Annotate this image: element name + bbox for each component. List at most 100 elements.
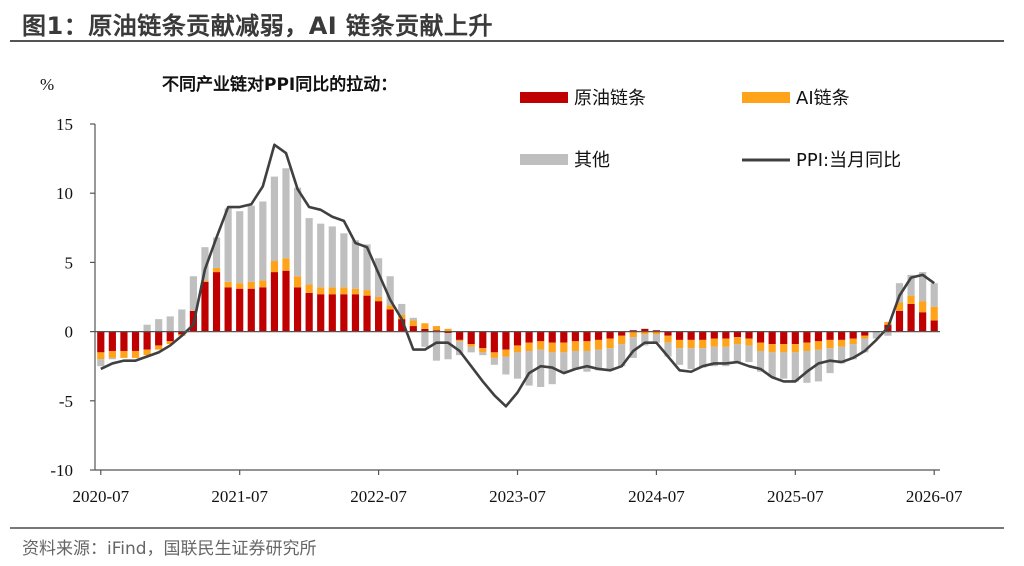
bar-other-2022-12 <box>432 331 441 361</box>
bar-crude-2023-11 <box>560 331 568 343</box>
bar-ai-2021-05 <box>212 267 221 273</box>
bar-ai-2024-05 <box>629 331 637 338</box>
bar-ai-2023-09 <box>537 341 545 350</box>
legend-swatch-other <box>520 154 568 165</box>
bar-other-2025-02 <box>733 344 742 363</box>
legend-label-other: 其他 <box>574 150 610 171</box>
bar-other-2024-04 <box>618 344 626 367</box>
bar-other-2026-05 <box>907 274 915 296</box>
bar-ai-2025-06 <box>780 344 788 353</box>
bar-other-2025-04 <box>756 350 765 372</box>
bar-ai-2020-12 <box>155 345 163 350</box>
bar-other-2023-01 <box>444 332 452 360</box>
bar-crude-2021-09 <box>259 287 267 332</box>
bar-crude-2024-04 <box>618 331 626 336</box>
bar-other-2024-11 <box>699 348 707 368</box>
bar-ai-2021-12 <box>293 276 302 288</box>
bar-crude-2025-01 <box>722 331 730 339</box>
bar-crude-2025-04 <box>756 331 765 343</box>
bar-other-2024-06 <box>641 334 649 346</box>
bar-series <box>97 168 938 387</box>
bar-crude-2022-03 <box>328 294 336 332</box>
bar-crude-2025-02 <box>733 331 742 338</box>
bar-ai-2024-12 <box>710 338 718 347</box>
line-series <box>100 143 935 408</box>
bar-other-2022-02 <box>317 223 325 288</box>
bar-crude-2021-12 <box>293 287 302 332</box>
chart-subtitle: 不同产业链对PPI同比的拉动： <box>162 74 397 95</box>
bar-other-2024-12 <box>710 346 718 367</box>
bar-other-2025-06 <box>780 352 788 379</box>
title-divider <box>10 40 1004 42</box>
bar-crude-2022-04 <box>340 294 348 332</box>
bar-ai-2022-12 <box>432 326 441 331</box>
line-ppi-yoy <box>100 143 935 408</box>
bar-ai-2025-02 <box>733 337 742 345</box>
bar-ai-2020-10 <box>131 350 140 358</box>
bar-crude-2022-07 <box>375 301 383 332</box>
bar-crude-2023-03 <box>467 331 475 345</box>
x-tick-label: 2021-07 <box>211 487 268 506</box>
bar-other-2025-11 <box>838 346 846 364</box>
bar-crude-2023-08 <box>525 331 533 343</box>
bar-crude-2023-10 <box>548 331 556 343</box>
bar-other-2023-07 <box>513 352 522 379</box>
bar-crude-2025-11 <box>838 331 846 340</box>
bar-crude-2025-10 <box>826 331 834 340</box>
bar-other-2021-08 <box>247 205 255 282</box>
legend-label-ppi: PPI:当月同比 <box>796 150 901 171</box>
bar-ai-2025-05 <box>768 344 776 353</box>
bar-other-2025-08 <box>803 350 811 383</box>
bar-other-2023-09 <box>537 349 545 387</box>
bar-ai-2020-11 <box>143 349 151 356</box>
bar-ai-2022-08 <box>386 305 394 310</box>
bar-other-2026-07 <box>930 283 938 307</box>
bar-other-2022-05 <box>351 240 360 289</box>
bar-other-2025-05 <box>768 352 776 378</box>
bar-ai-2026-01 <box>861 335 869 339</box>
bar-ai-2024-09 <box>675 339 684 349</box>
legend-swatch-crude <box>520 92 568 103</box>
bar-crude-2021-11 <box>282 270 290 332</box>
bar-crude-2022-02 <box>317 294 325 332</box>
bar-ai-2021-04 <box>201 280 209 282</box>
bar-crude-2022-11 <box>421 328 429 332</box>
bar-other-2022-06 <box>363 244 371 291</box>
bar-ai-2025-03 <box>745 338 753 346</box>
bar-ai-2021-01 <box>166 341 174 345</box>
bar-crude-2025-09 <box>814 331 823 342</box>
bar-ai-2023-11 <box>560 342 568 353</box>
bar-other-2021-07 <box>236 211 244 284</box>
bar-crude-2021-07 <box>236 288 244 332</box>
bar-other-2023-03 <box>467 346 475 353</box>
bar-crude-2025-06 <box>780 331 788 345</box>
x-tick-label: 2026-07 <box>906 487 963 506</box>
bar-ai-2025-01 <box>722 338 730 347</box>
legend-swatch-ai <box>742 92 790 103</box>
bar-crude-2021-08 <box>247 288 255 332</box>
bar-crude-2025-03 <box>745 331 753 339</box>
bar-other-2023-04 <box>479 352 487 356</box>
bar-other-2021-02 <box>178 309 186 332</box>
bar-other-2026-06 <box>919 272 927 302</box>
bar-crude-2026-07 <box>930 320 938 332</box>
bar-ai-2022-05 <box>351 288 360 295</box>
bar-other-2023-05 <box>490 357 498 365</box>
bar-ai-2024-10 <box>687 339 695 349</box>
bar-crude-2023-02 <box>456 331 464 340</box>
x-tick-label: 2024-07 <box>628 487 685 506</box>
bar-other-2022-10 <box>409 317 417 321</box>
footer-divider <box>10 527 1004 529</box>
y-tick-label: 0 <box>65 323 74 342</box>
bar-ai-2021-06 <box>224 281 232 288</box>
bar-ai-2023-05 <box>490 352 498 358</box>
bar-crude-2025-12 <box>849 331 857 339</box>
bar-crude-2024-05 <box>629 330 637 332</box>
bar-crude-2023-05 <box>490 331 498 353</box>
bar-crude-2024-01 <box>583 331 591 342</box>
bar-other-2021-01 <box>166 316 174 332</box>
bar-crude-2023-09 <box>537 331 545 342</box>
bar-other-2021-04 <box>201 247 209 281</box>
bar-other-2023-06 <box>502 356 510 375</box>
bar-crude-2020-09 <box>120 331 128 351</box>
